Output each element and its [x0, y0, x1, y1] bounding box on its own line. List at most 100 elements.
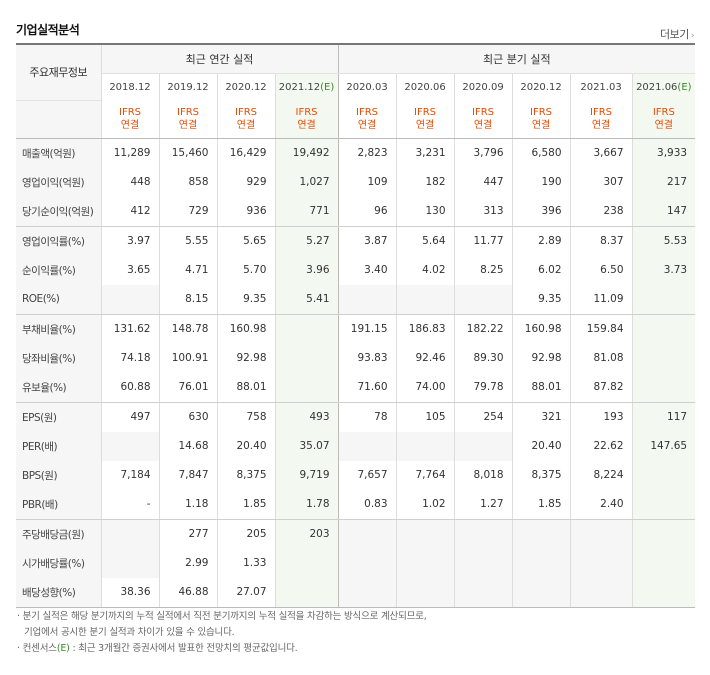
table-cell: 89.30 [453, 343, 513, 373]
table-cell: 19,492 [274, 138, 339, 168]
period-header: 2020.12 [216, 73, 275, 100]
table-cell [100, 519, 159, 549]
more-label: 더보기 [660, 28, 689, 41]
table-cell: 20.40 [216, 431, 275, 461]
table-cell: 3,796 [453, 138, 513, 168]
table-cell: 2.99 [158, 548, 217, 578]
table-cell: 88.01 [511, 372, 571, 403]
quarter-header: 최근 분기 실적 [337, 44, 696, 74]
row-label: 영업이익률(%) [16, 226, 101, 256]
ifrs-label: IFRS 연결 [511, 100, 571, 139]
table-row: 배당성향(%) 38.36 46.88 27.07 [16, 577, 696, 608]
more-link[interactable]: 더보기 › [660, 26, 695, 42]
table-cell: 307 [569, 167, 633, 197]
table-cell: 3,231 [395, 138, 455, 168]
table-cell [395, 577, 455, 608]
table-cell: 3.65 [100, 255, 159, 285]
table-cell [631, 314, 696, 344]
row-label: 당기순이익(억원) [16, 196, 101, 227]
period-label: 2021.12 [278, 81, 321, 93]
table-row: 시가배당률(%) 2.99 1.33 [16, 548, 696, 578]
note-1: · 분기 실적은 해당 분기까지의 누적 실적에서 직전 분기까지의 누적 실적… [17, 611, 427, 622]
table-row: 유보율(%) 60.88 76.01 88.01 71.60 74.00 79.78 88.0… [16, 372, 696, 403]
period-header: 2020.12 [511, 73, 571, 100]
table-row: 부채비율(%) 131.62 148.78 160.98 191.15 186.83 182… [16, 314, 696, 344]
note-1b: 기업에서 공시한 분기 실적과 차이가 있을 수 있습니다. [24, 627, 235, 638]
table-cell: 1.02 [395, 489, 455, 520]
table-cell: 117 [631, 402, 696, 432]
row-label: 순이익률(%) [16, 255, 101, 285]
table-cell: 76.01 [158, 372, 217, 403]
table-cell: 27.07 [216, 577, 275, 608]
table-row: 순이익률(%) 3.65 4.71 5.70 3.96 3.40 4.02 8.25 6.02 6… [16, 255, 696, 285]
table-cell [395, 431, 455, 461]
table-cell: 7,764 [395, 460, 455, 490]
ifrs-line1: IFRS [119, 106, 141, 118]
row-label: 매출액(억원) [16, 138, 101, 168]
ifrs-label: IFRS 연결 [453, 100, 513, 139]
table-cell: 92.46 [395, 343, 455, 373]
ifrs-line2: 연결 [654, 119, 674, 131]
period-header: 2020.09 [453, 73, 513, 100]
ifrs-label: IFRS 연결 [337, 100, 397, 139]
ifrs-line2: 연결 [236, 119, 256, 131]
period-header: 2018.12 [100, 73, 159, 100]
table-cell: 5.53 [631, 226, 696, 256]
estimate-marker: (E) [677, 81, 692, 93]
table-cell [337, 548, 397, 578]
table-cell: 8,375 [511, 460, 571, 490]
table-cell: 412 [100, 196, 159, 227]
table-cell: 8.25 [453, 255, 513, 285]
table-cell: 38.36 [100, 577, 159, 608]
table-cell: 60.88 [100, 372, 159, 403]
table-cell [100, 548, 159, 578]
table-cell: 8.15 [158, 284, 217, 315]
corner-label: 주요재무정보 [16, 44, 101, 101]
table-cell: 313 [453, 196, 513, 227]
ifrs-line1: IFRS [295, 106, 318, 118]
period-header: 2020.06 [395, 73, 455, 100]
row-label: EPS(원) [16, 402, 101, 432]
table-cell [337, 577, 397, 608]
table-cell: 160.98 [511, 314, 571, 344]
table-cell: 497 [100, 402, 159, 432]
ifrs-label: IFRS 연결 [274, 100, 339, 139]
table-cell: 9,719 [274, 460, 339, 490]
note-2-suffix: : 최근 3개월간 증권사에서 발표한 전망치의 평균값입니다. [69, 643, 298, 654]
corner-spacer [16, 100, 101, 139]
period-label: 2021.06 [636, 81, 678, 93]
table-cell: 9.35 [216, 284, 275, 315]
table-cell: 182.22 [453, 314, 513, 344]
ifrs-line1: IFRS [530, 106, 553, 118]
table-cell: 96 [337, 196, 397, 227]
table-cell [631, 343, 696, 373]
note-2-est: (E) [56, 643, 70, 654]
table-cell: 493 [274, 402, 339, 432]
row-label: 시가배당률(%) [16, 548, 101, 578]
table-cell: 858 [158, 167, 217, 197]
table-cell: 7,847 [158, 460, 217, 490]
table-cell [569, 519, 633, 549]
table-cell [511, 548, 571, 578]
table-cell [511, 577, 571, 608]
table-cell: 4.02 [395, 255, 455, 285]
table-cell: 630 [158, 402, 217, 432]
table-cell: - [100, 489, 159, 520]
table-cell [100, 431, 159, 461]
table-cell: 205 [216, 519, 275, 549]
table-cell: 35.07 [274, 431, 339, 461]
table-cell: 8.37 [569, 226, 633, 256]
table-cell [337, 519, 397, 549]
table-cell: 0.83 [337, 489, 397, 520]
table-cell: 11,289 [100, 138, 159, 168]
table-cell: 6,580 [511, 138, 571, 168]
table-cell: 3.40 [337, 255, 397, 285]
ifrs-line1: IFRS [414, 106, 437, 118]
table-cell: 729 [158, 196, 217, 227]
ifrs-label: IFRS 연결 [158, 100, 217, 139]
table-cell: 92.98 [511, 343, 571, 373]
chevron-right-icon: › [690, 31, 695, 41]
table-cell [511, 519, 571, 549]
table-cell: 130 [395, 196, 455, 227]
table-cell: 2,823 [337, 138, 397, 168]
